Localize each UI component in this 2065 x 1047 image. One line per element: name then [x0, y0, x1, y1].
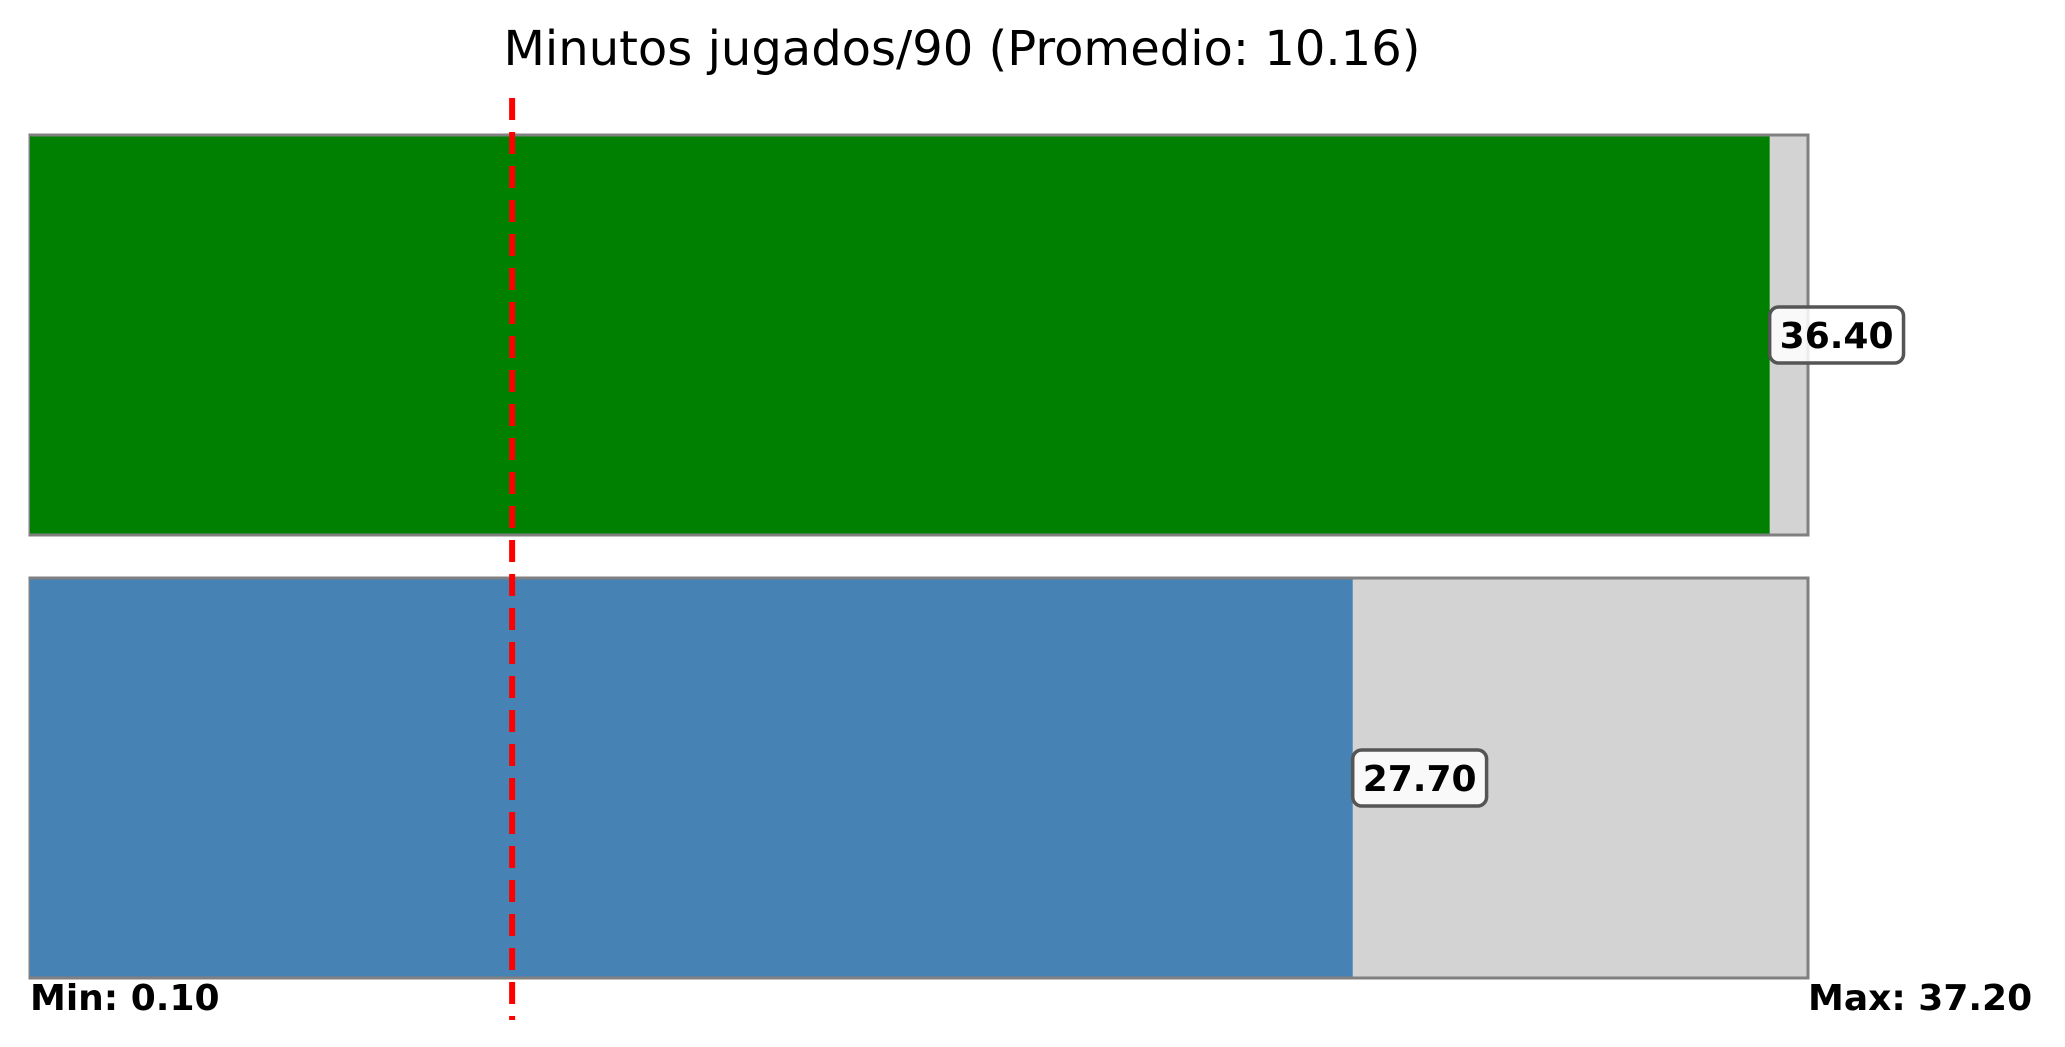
- bar-1: [30, 136, 1770, 534]
- value-label-text-2: 27.70: [1363, 759, 1477, 800]
- min-label: Min: 0.10: [30, 978, 220, 1019]
- max-label: Max: 37.20: [1808, 978, 2032, 1019]
- value-label-box-2: [1350, 748, 1489, 808]
- bars-layer: [28, 133, 1810, 980]
- value-label-1: 36.40: [1767, 305, 1906, 365]
- value-label-2: 27.70: [1350, 748, 1489, 808]
- bar-2: [30, 579, 1353, 977]
- value-label-text-1: 36.40: [1780, 316, 1894, 357]
- value-label-box-1: [1767, 305, 1906, 365]
- chart-title: Minutos jugados/90 (Promedio: 10.16): [504, 21, 1421, 77]
- value-labels-layer: 36.40 27.70: [1350, 305, 1906, 808]
